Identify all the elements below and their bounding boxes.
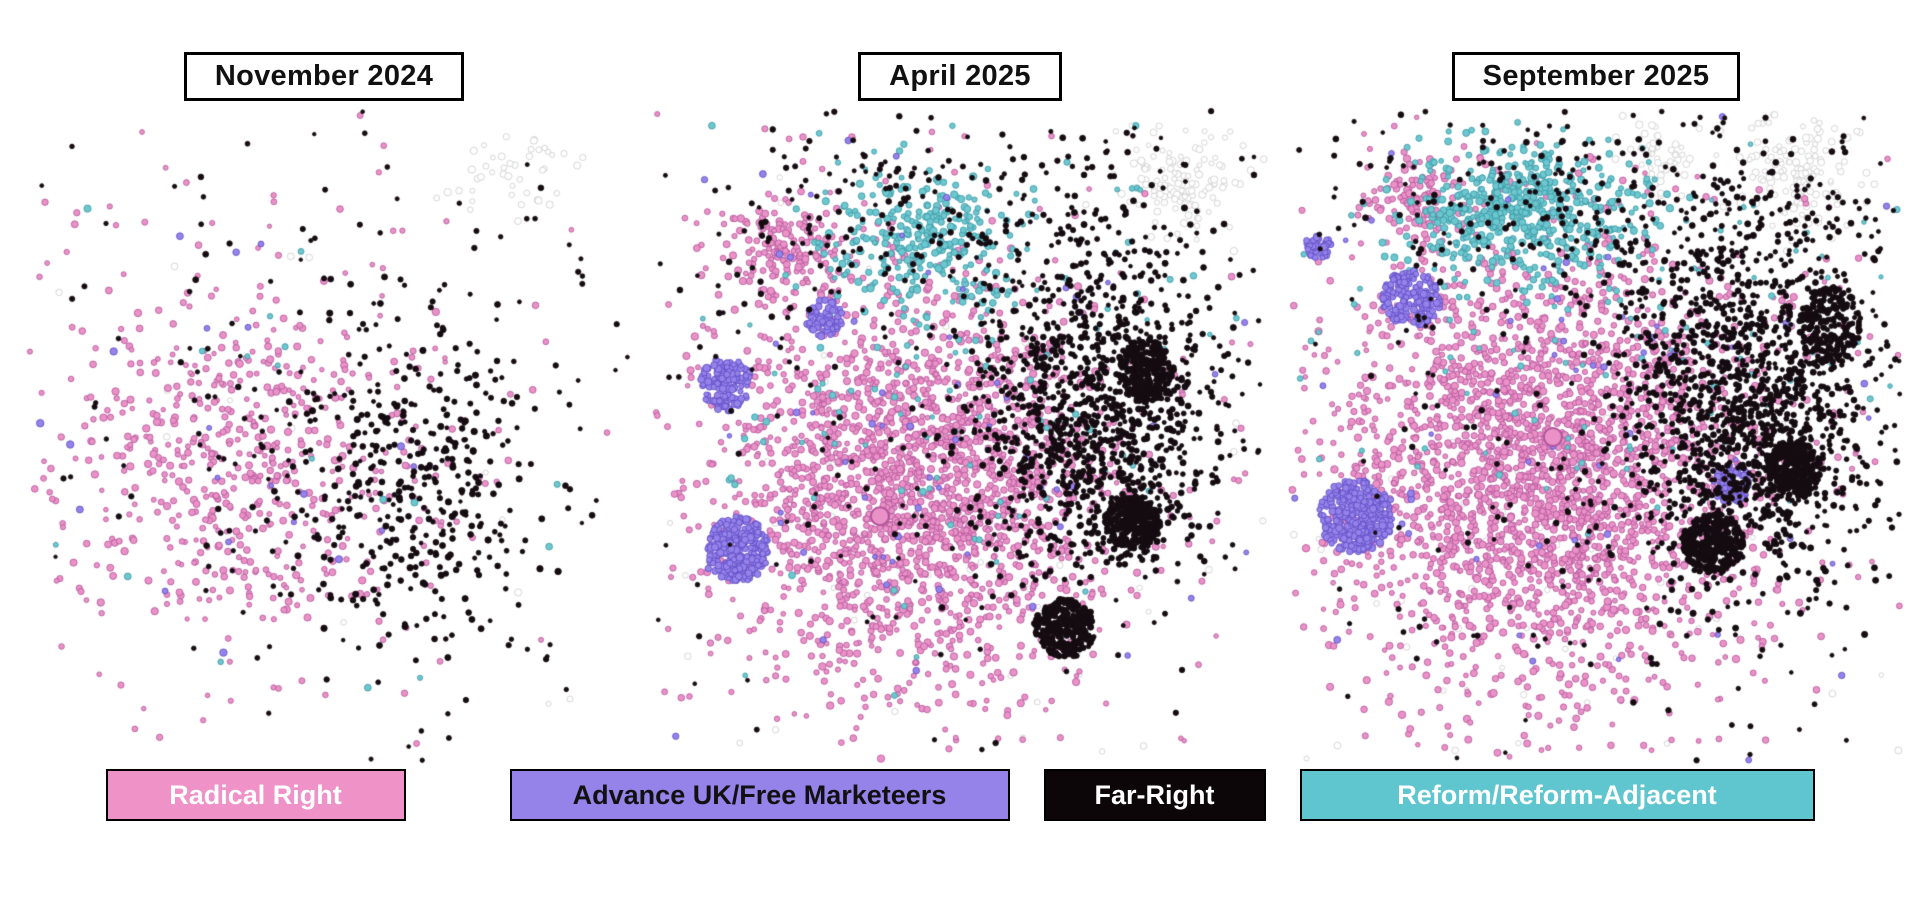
panel-title-september-2025: September 2025 xyxy=(1451,52,1741,101)
scatter-canvas-april-2025 xyxy=(652,107,1268,767)
scatter-panels: November 2024 April 2025 September 2025 xyxy=(0,52,1920,767)
legend-item-far-right: Far-Right xyxy=(1043,769,1266,821)
panel-april-2025: April 2025 xyxy=(644,52,1276,767)
legend-label-advance-uk: Advance UK/Free Marketeers xyxy=(572,779,947,810)
legend-label-radical-right: Radical Right xyxy=(169,779,342,810)
legend-item-reform: Reform/Reform-Adjacent xyxy=(1299,769,1815,821)
panel-title-november-2024: November 2024 xyxy=(183,52,465,101)
legend-item-advance-uk: Advance UK/Free Marketeers xyxy=(509,769,1010,821)
legend-item-radical-right: Radical Right xyxy=(105,769,406,821)
legend-label-reform: Reform/Reform-Adjacent xyxy=(1397,779,1717,810)
legend-label-far-right: Far-Right xyxy=(1094,779,1215,810)
scatter-canvas-november-2024 xyxy=(16,107,632,767)
panel-september-2025: September 2025 xyxy=(1280,52,1912,767)
scatter-canvas-september-2025 xyxy=(1288,107,1904,767)
panel-november-2024: November 2024 xyxy=(8,52,640,767)
panel-title-april-2025: April 2025 xyxy=(858,52,1062,101)
legend: Radical Right Advance UK/Free Marketeers… xyxy=(0,769,1920,821)
